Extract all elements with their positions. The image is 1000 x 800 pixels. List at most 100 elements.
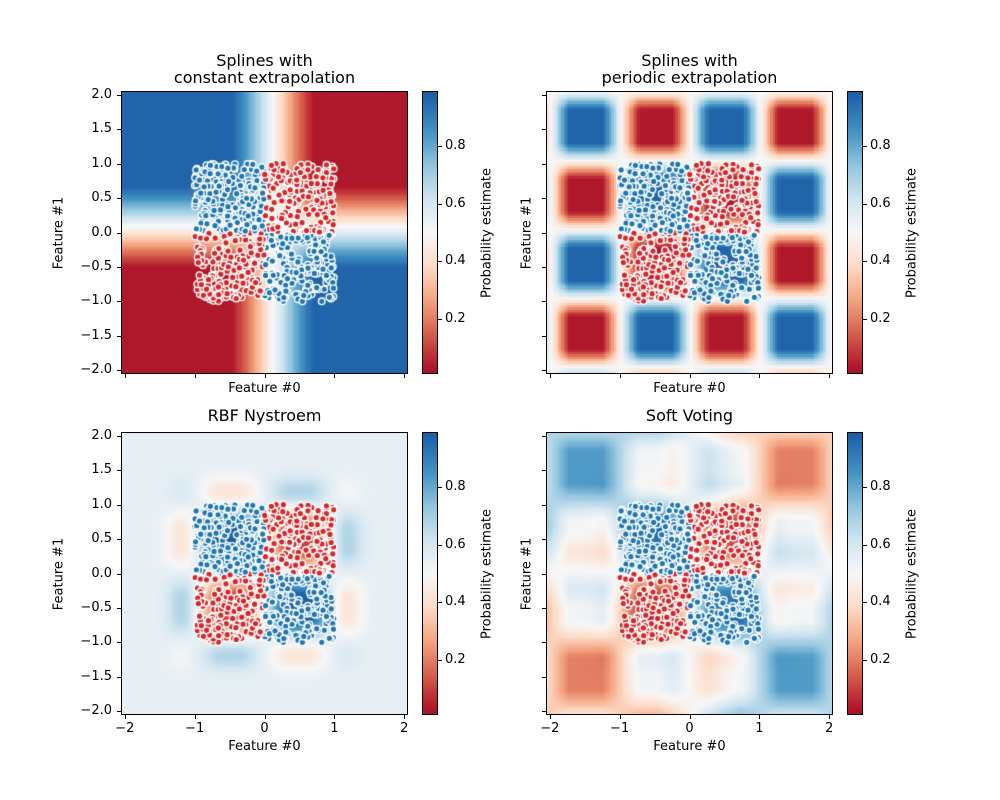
y-tick — [542, 232, 546, 234]
colorbar-label: Probability estimate — [479, 167, 495, 298]
y-tick-label: −0.5 — [80, 258, 112, 274]
title-line: Splines with — [216, 51, 313, 70]
y-tick — [542, 335, 546, 337]
x-tick — [689, 715, 691, 719]
y-tick-label: −1.5 — [80, 668, 112, 684]
y-tick — [117, 129, 121, 131]
y-tick — [117, 301, 121, 303]
y-axis-label: Feature #1 — [51, 537, 67, 610]
colorbar — [847, 432, 863, 715]
colorbar-tick-label: 0.4 — [445, 253, 466, 269]
y-tick-label: 0.0 — [91, 224, 112, 240]
x-tick-label: 0 — [260, 721, 269, 736]
x-tick — [759, 374, 761, 378]
heatmap-canvas-splines-periodic — [547, 92, 832, 373]
x-tick-label: −2 — [115, 721, 135, 736]
x-tick — [689, 374, 691, 378]
y-tick — [117, 266, 121, 268]
colorbar-tick — [863, 660, 867, 662]
y-tick-label: 1.5 — [91, 462, 112, 478]
x-tick — [549, 715, 551, 719]
y-tick — [542, 676, 546, 678]
y-tick — [117, 232, 121, 234]
colorbar — [422, 432, 438, 715]
colorbar-tick-label: 0.4 — [870, 253, 891, 269]
y-axis-label: Feature #1 — [51, 196, 67, 269]
title-line: periodic extrapolation — [601, 68, 778, 87]
y-tick — [542, 573, 546, 575]
colorbar-tick — [438, 602, 442, 604]
y-tick-label: 1.0 — [91, 496, 112, 512]
y-tick — [117, 573, 121, 575]
x-axis-label: Feature #0 — [653, 381, 726, 396]
x-tick — [194, 715, 196, 719]
colorbar-tick — [863, 261, 867, 263]
x-axis-label: Feature #0 — [228, 739, 301, 754]
plot-frame — [546, 91, 833, 374]
colorbar — [422, 91, 438, 374]
y-tick — [542, 607, 546, 609]
x-tick-label: 2 — [400, 721, 409, 736]
y-axis-label: Feature #1 — [519, 537, 535, 610]
colorbar-tick-label: 0.2 — [445, 311, 466, 327]
colorbar-canvas — [848, 433, 862, 714]
colorbar-tick — [438, 660, 442, 662]
y-tick-label: −1.5 — [80, 327, 112, 343]
y-tick — [117, 94, 121, 96]
y-tick — [542, 163, 546, 165]
colorbar-label: Probability estimate — [479, 508, 495, 639]
x-tick — [334, 374, 336, 378]
colorbar-tick-label: 0.8 — [870, 137, 891, 153]
colorbar-tick — [863, 203, 867, 205]
x-tick — [759, 715, 761, 719]
heatmap-canvas-splines-constant — [122, 92, 407, 373]
y-tick — [542, 470, 546, 472]
colorbar-tick — [438, 203, 442, 205]
plot-frame — [121, 432, 408, 715]
x-tick — [124, 374, 126, 378]
y-tick — [117, 370, 121, 372]
colorbar-tick — [438, 145, 442, 147]
y-tick-label: 0.5 — [91, 531, 112, 547]
colorbar-tick-label: 0.8 — [445, 137, 466, 153]
colorbar-tick-label: 0.6 — [870, 195, 891, 211]
plot-frame — [121, 91, 408, 374]
x-axis-label: Feature #0 — [653, 739, 726, 754]
colorbar-canvas — [423, 433, 437, 714]
subplot-title: RBF Nystroem — [122, 407, 407, 424]
y-tick — [542, 301, 546, 303]
x-tick-label: −1 — [610, 721, 630, 736]
y-tick — [542, 711, 546, 713]
y-tick-label: 0.5 — [91, 190, 112, 206]
colorbar-tick-label: 0.6 — [445, 195, 466, 211]
y-tick-label: −2.0 — [80, 703, 112, 719]
y-tick-label: −0.5 — [80, 599, 112, 615]
colorbar-tick — [863, 145, 867, 147]
y-tick — [117, 435, 121, 437]
subplot-title: Soft Voting — [547, 407, 832, 424]
x-tick — [404, 374, 406, 378]
colorbar-tick-label: 0.4 — [445, 594, 466, 610]
x-tick — [404, 715, 406, 719]
colorbar-tick — [438, 261, 442, 263]
y-tick-label: −1.0 — [80, 634, 112, 650]
colorbar-tick-label: 0.2 — [445, 652, 466, 668]
y-tick — [117, 676, 121, 678]
title-line: RBF Nystroem — [207, 406, 322, 425]
x-tick — [619, 715, 621, 719]
heatmap-canvas-rbf-nystroem — [122, 433, 407, 714]
colorbar-tick-label: 0.2 — [870, 652, 891, 668]
x-tick-label: 0 — [685, 721, 694, 736]
y-tick — [542, 94, 546, 96]
plot-frame — [546, 432, 833, 715]
colorbar-tick — [863, 544, 867, 546]
y-tick — [117, 198, 121, 200]
y-tick-label: 0.0 — [91, 565, 112, 581]
y-tick — [117, 335, 121, 337]
y-tick — [117, 607, 121, 609]
y-tick — [117, 470, 121, 472]
y-tick — [117, 642, 121, 644]
subplot-title: Splines with periodic extrapolation — [547, 52, 832, 86]
title-line: Soft Voting — [645, 406, 734, 425]
y-tick — [117, 163, 121, 165]
